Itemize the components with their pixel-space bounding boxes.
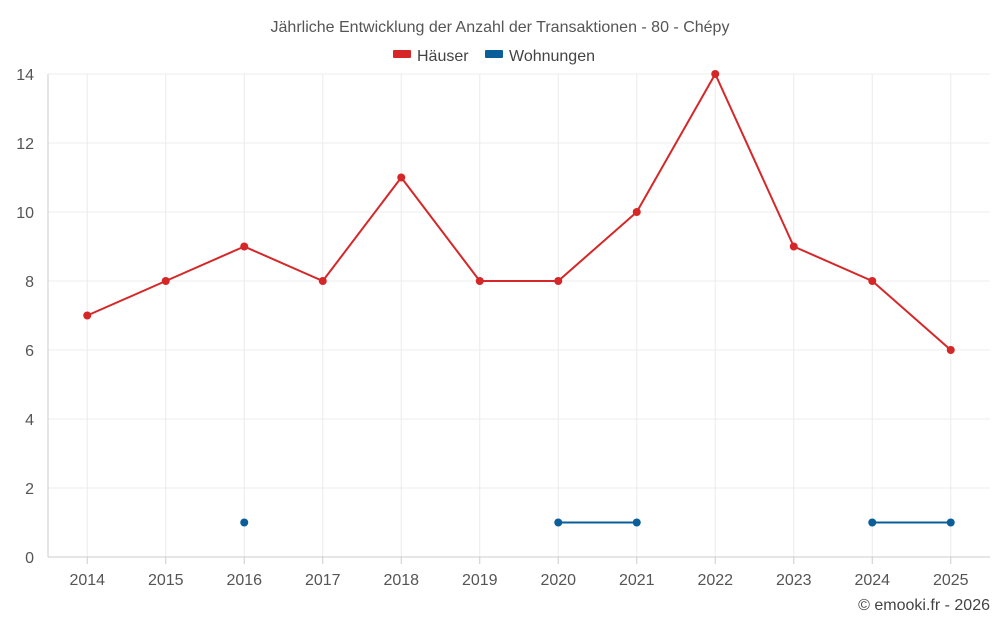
legend: Häuser Wohnungen	[393, 48, 595, 65]
x-tick-label: 2016	[226, 572, 262, 589]
data-point[interactable]	[161, 277, 170, 285]
data-point[interactable]	[711, 70, 720, 78]
data-point[interactable]	[554, 277, 563, 285]
legend-item-haeuser[interactable]: Häuser	[393, 48, 469, 65]
y-tick-label: 0	[25, 550, 34, 567]
data-point[interactable]	[946, 518, 955, 527]
series-1	[240, 518, 955, 527]
y-tick-label: 8	[25, 274, 34, 291]
legend-label-haeuser: Häuser	[417, 48, 469, 65]
legend-label-wohnungen: Wohnungen	[509, 48, 595, 65]
x-tick-label: 2022	[697, 572, 733, 589]
data-point[interactable]	[789, 242, 798, 251]
x-axis-ticks: 2014 2015 2016 2017 2018 2019 2020 2021 2022 2023…	[69, 557, 969, 589]
x-tick-label: 2017	[305, 572, 341, 589]
y-axis-ticks: 0 2 4 6 8 10 12 14	[16, 67, 34, 567]
grid-layer	[47, 73, 990, 558]
y-tick-label: 6	[25, 343, 34, 360]
data-point[interactable]	[475, 277, 484, 285]
x-tick-label: 2024	[854, 572, 890, 589]
x-tick-label: 2021	[619, 572, 655, 589]
x-tick-label: 2020	[540, 572, 576, 589]
y-tick-label: 2	[25, 481, 34, 498]
series-0	[83, 70, 955, 354]
data-point[interactable]	[632, 518, 641, 527]
data-point[interactable]	[240, 242, 249, 251]
data-point[interactable]	[868, 277, 877, 285]
x-tick-label: 2015	[148, 572, 184, 589]
data-point[interactable]	[554, 518, 563, 527]
legend-swatch-haeuser	[393, 50, 411, 58]
data-point[interactable]	[946, 346, 955, 354]
series-line	[86, 73, 952, 351]
data-point[interactable]	[397, 173, 406, 182]
data-point[interactable]	[632, 208, 641, 216]
x-tick-label: 2019	[462, 572, 498, 589]
legend-swatch-wohnungen	[485, 50, 503, 58]
series-layer	[83, 70, 955, 527]
x-tick-label: 2023	[776, 572, 812, 589]
data-point[interactable]	[240, 518, 249, 527]
data-point[interactable]	[83, 311, 92, 320]
x-tick-label: 2018	[383, 572, 419, 589]
data-point[interactable]	[868, 518, 877, 527]
x-tick-label: 2014	[69, 572, 105, 589]
x-tick-label: 2025	[933, 572, 969, 589]
data-point[interactable]	[318, 277, 327, 285]
chart-title: Jährliche Entwicklung der Anzahl der Tra…	[271, 19, 730, 36]
y-tick-label: 4	[25, 412, 34, 429]
y-tick-label: 10	[16, 205, 34, 222]
credit-text: © emooki.fr - 2026	[858, 597, 990, 614]
y-tick-label: 12	[16, 136, 34, 153]
legend-item-wohnungen[interactable]: Wohnungen	[485, 48, 595, 65]
y-tick-label: 14	[16, 67, 34, 84]
